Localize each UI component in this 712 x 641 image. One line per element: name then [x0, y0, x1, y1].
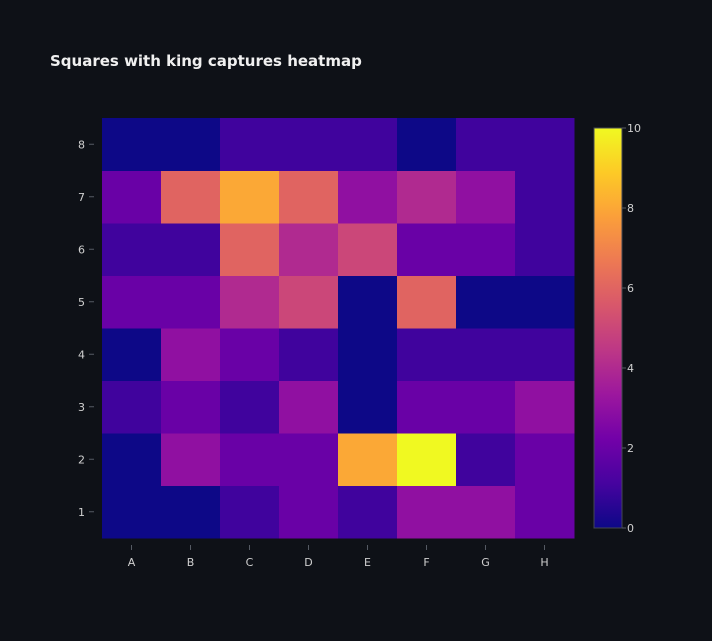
heatmap-cell-F7 — [397, 170, 457, 224]
heatmap-cell-A1 — [102, 485, 162, 539]
y-tick-label: 6 — [78, 243, 85, 256]
heatmap-cell-A6 — [102, 223, 162, 276]
x-tick-label: D — [304, 556, 312, 569]
heatmap-cell-A4 — [102, 328, 162, 381]
y-tick-label: 1 — [78, 506, 85, 519]
y-tick-label: 4 — [78, 348, 85, 361]
heatmap-cell-B5 — [161, 275, 221, 329]
heatmap-cell-B8 — [161, 118, 221, 171]
heatmap-cell-A5 — [102, 275, 162, 329]
y-tick-label: 3 — [78, 401, 85, 414]
heatmap-cell-D1 — [279, 485, 339, 539]
heatmap-cell-E3 — [338, 380, 398, 434]
heatmap-cell-E4 — [338, 328, 398, 381]
heatmap-cell-C7 — [220, 170, 280, 224]
heatmap-cell-F2 — [397, 433, 457, 486]
heatmap-cell-G1 — [456, 485, 516, 539]
x-tick-label: G — [481, 556, 490, 569]
colorbar-tick-label: 4 — [627, 362, 634, 375]
x-tick-label: A — [128, 556, 136, 569]
heatmap-cell-F4 — [397, 328, 457, 381]
heatmap-cell-E6 — [338, 223, 398, 276]
heatmap-cell-G5 — [456, 275, 516, 329]
heatmap-cell-D2 — [279, 433, 339, 486]
heatmap-cell-E7 — [338, 170, 398, 224]
heatmap-cell-E1 — [338, 485, 398, 539]
x-tick-label: F — [423, 556, 429, 569]
heatmap-cell-F6 — [397, 223, 457, 276]
heatmap-cell-H7 — [515, 170, 575, 224]
heatmap-cell-A8 — [102, 118, 162, 171]
heatmap-cell-B3 — [161, 380, 221, 434]
heatmap-cell-C2 — [220, 433, 280, 486]
x-tick-label: C — [246, 556, 254, 569]
colorbar-tick-label: 10 — [627, 122, 641, 135]
heatmap-cell-C5 — [220, 275, 280, 329]
colorbar: 0 2 4 6 8 10 — [593, 122, 641, 535]
x-tick-label: B — [187, 556, 195, 569]
x-axis: A B C D E F G H — [128, 545, 549, 569]
heatmap-cell-B2 — [161, 433, 221, 486]
y-axis: 1 2 3 4 5 6 7 8 — [78, 138, 94, 519]
x-tick-label: H — [540, 556, 548, 569]
heatmap-cell-D3 — [279, 380, 339, 434]
heatmap-cell-C4 — [220, 328, 280, 381]
y-tick-label: 5 — [78, 296, 85, 309]
heatmap-cell-E5 — [338, 275, 398, 329]
heatmap-cell-C1 — [220, 485, 280, 539]
heatmap-cell-H6 — [515, 223, 575, 276]
heatmap-cell-H5 — [515, 275, 575, 329]
chart-title: Squares with king captures heatmap — [50, 52, 362, 70]
heatmap-cell-G2 — [456, 433, 516, 486]
heatmap-cell-H2 — [515, 433, 575, 486]
heatmap-cell-H3 — [515, 380, 575, 434]
heatmap-cell-G6 — [456, 223, 516, 276]
heatmap-cell-G7 — [456, 170, 516, 224]
heatmap-cell-D7 — [279, 170, 339, 224]
heatmap-cell-G3 — [456, 380, 516, 434]
heatmap-cell-B1 — [161, 485, 221, 539]
y-tick-label: 8 — [78, 138, 85, 151]
colorbar-tick-label: 2 — [627, 442, 634, 455]
heatmap-cell-D6 — [279, 223, 339, 276]
heatmap-cell-F8 — [397, 118, 457, 171]
heatmap-cell-B4 — [161, 328, 221, 381]
heatmap-cell-C8 — [220, 118, 280, 171]
heatmap-cell-C3 — [220, 380, 280, 434]
heatmap-cell-D5 — [279, 275, 339, 329]
colorbar-tick-label: 0 — [627, 522, 634, 535]
colorbar-tick-label: 6 — [627, 282, 634, 295]
heatmap-cell-B6 — [161, 223, 221, 276]
heatmap-cell-H1 — [515, 485, 575, 539]
heatmap-cell-E8 — [338, 118, 398, 171]
heatmap-cell-H8 — [515, 118, 575, 171]
y-tick-label: 2 — [78, 453, 85, 466]
heatmap-cell-E2 — [338, 433, 398, 486]
heatmap-cell-A7 — [102, 170, 162, 224]
heatmap-cell-B7 — [161, 170, 221, 224]
colorbar-tick-label: 8 — [627, 202, 634, 215]
heatmap-cell-G8 — [456, 118, 516, 171]
heatmap-cell-F3 — [397, 380, 457, 434]
heatmap-cell-F5 — [397, 275, 457, 329]
heatmap-cell-A2 — [102, 433, 162, 486]
heatmap-cell-D4 — [279, 328, 339, 381]
y-tick-label: 7 — [78, 191, 85, 204]
heatmap-cells — [102, 118, 575, 539]
heatmap-cell-A3 — [102, 380, 162, 434]
heatmap-cell-D8 — [279, 118, 339, 171]
heatmap-cell-C6 — [220, 223, 280, 276]
x-tick-label: E — [364, 556, 371, 569]
heatmap-cell-F1 — [397, 485, 457, 539]
colorbar-gradient — [593, 127, 623, 529]
heatmap-cell-G4 — [456, 328, 516, 381]
heatmap-cell-H4 — [515, 328, 575, 381]
